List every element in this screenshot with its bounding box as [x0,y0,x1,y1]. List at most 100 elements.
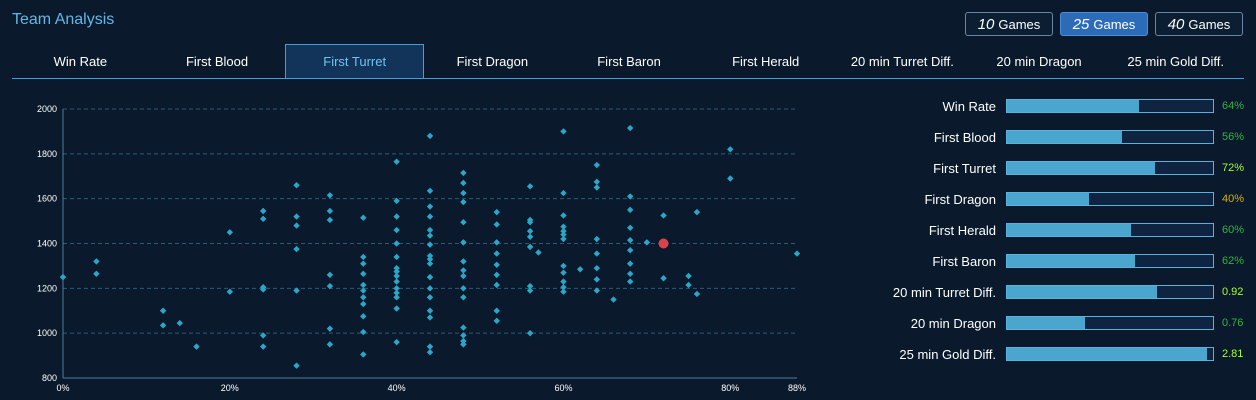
data-point [326,325,334,332]
games-25-label: Games [1093,16,1136,32]
data-point [259,207,267,215]
data-point [293,245,300,253]
data-point [593,287,601,294]
data-point [426,252,434,260]
data-point [727,146,734,153]
data-point [643,239,651,246]
data-point [493,221,500,228]
data-point [393,240,400,247]
tab-first-herald[interactable]: First Herald [732,53,800,69]
data-point [593,161,601,169]
stat-value: 56% [1222,131,1245,143]
data-point [493,261,500,268]
data-point [660,212,667,219]
data-point [460,341,467,348]
data-point [326,207,334,215]
data-point [526,329,534,337]
data-point [526,219,534,226]
games-40-button[interactable]: 40 Games [1155,12,1243,36]
stat-row-25-min-gold-diff: 25 min Gold Diff. 2.81 [870,344,1250,375]
data-point [560,288,567,295]
data-point [493,271,500,279]
data-point [526,243,534,251]
data-point [426,232,434,239]
data-point [576,266,584,273]
data-point [293,213,300,220]
data-point [426,255,434,263]
data-point [626,124,634,132]
data-point [460,169,467,177]
x-tick-label: 80% [721,383,739,393]
data-point [426,307,434,314]
data-point [693,290,701,298]
data-point [460,324,467,331]
data-point [626,247,634,254]
stat-label: First Blood [933,130,996,145]
tab-20-min-dragon[interactable]: 20 min Dragon [996,53,1082,69]
x-tick-label: 0% [56,383,69,393]
stat-label: 20 min Turret Diff. [892,285,996,300]
data-point [560,262,567,270]
data-point [685,281,692,289]
data-point [493,250,500,257]
data-point [426,294,434,301]
stat-row-first-herald: First Herald 60% [870,220,1250,251]
data-point [393,338,400,346]
data-point [526,233,534,240]
data-point [460,239,467,246]
tab-first-turret[interactable]: First Turret [285,44,425,78]
stat-bar [1006,192,1214,206]
data-point [226,288,234,295]
data-point [393,264,400,272]
data-point [426,226,434,234]
data-point [393,272,400,280]
stat-row-first-baron: First Baron 62% [870,251,1250,282]
highlight-point [658,238,669,249]
data-point [59,273,67,281]
data-point [293,222,300,229]
stat-bar [1006,130,1214,144]
data-point [426,241,434,248]
tab-25-min-gold-diff[interactable]: 25 min Gold Diff. [1127,53,1224,69]
data-point [727,175,734,182]
tab-win-rate[interactable]: Win Rate [53,53,108,69]
data-point [460,189,467,197]
data-point [460,219,467,226]
stat-bar-fill [1007,348,1207,360]
data-point [560,284,567,291]
games-40-number: 40 [1167,15,1185,33]
data-point [360,260,367,267]
data-point [259,215,267,223]
tab-20-min-turret-diff[interactable]: 20 min Turret Diff. [850,53,954,69]
tab-first-blood[interactable]: First Blood [185,53,249,69]
games-10-button[interactable]: 10 Games [965,12,1053,36]
stat-label: 20 min Dragon [910,316,996,331]
data-point [259,343,267,350]
data-point [159,322,167,329]
data-point [426,132,434,140]
stat-label: First Turret [933,161,996,176]
data-point [393,268,400,275]
data-point [360,328,367,336]
data-point [193,343,200,350]
stat-bar [1006,99,1214,113]
stat-bar [1006,223,1214,237]
data-point [293,362,300,369]
games-25-button[interactable]: 25 Games [1060,12,1148,36]
games-selector: 10 Games 25 Games 40 Games [965,12,1243,36]
data-point [593,178,601,186]
data-point [393,294,400,301]
data-point [426,260,434,267]
stat-label: Win Rate [942,99,996,114]
y-tick-label: 1000 [37,328,57,338]
tab-first-dragon[interactable]: First Dragon [456,53,529,69]
stat-bar-fill [1007,131,1123,143]
tab-first-baron[interactable]: First Baron [597,53,661,69]
data-point [426,314,434,321]
stat-bar-fill [1007,255,1135,267]
data-point [460,285,467,292]
stat-bar [1006,161,1214,175]
stat-row-20-min-turret-diff: 20 min Turret Diff. 0.92 [870,282,1250,313]
y-tick-label: 1200 [37,283,57,293]
data-point [360,287,367,294]
